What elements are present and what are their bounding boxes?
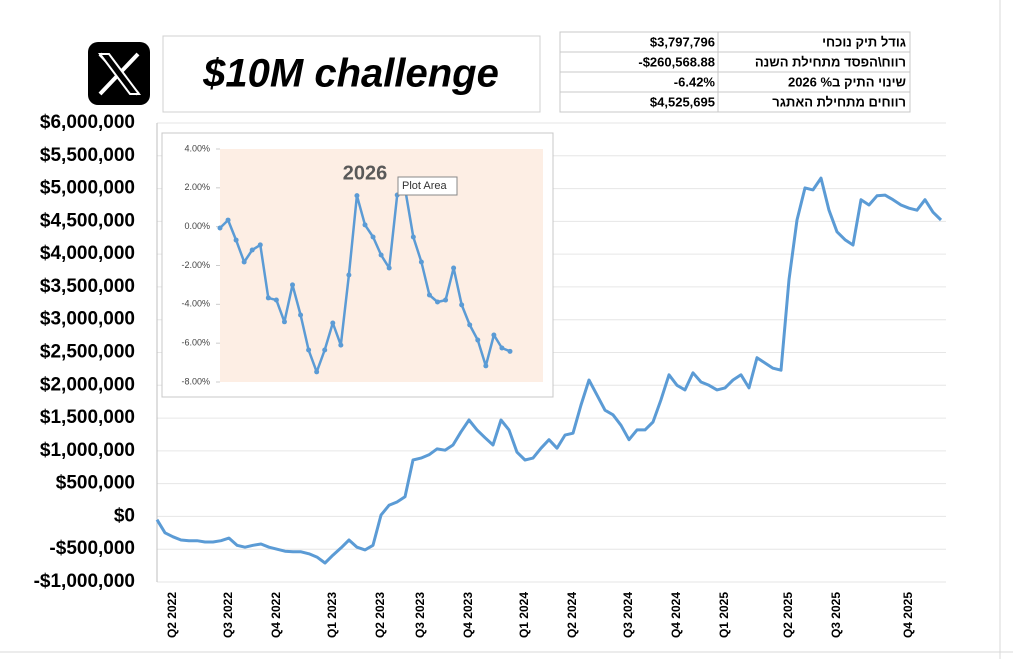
table-label: רווחים מתחילת האתגר <box>772 94 906 109</box>
inset-chart: -8.00% -6.00% -4.00% -2.00% 0.00% 2.00% 4.00% 2… <box>161 132 554 398</box>
data-point <box>378 252 384 258</box>
inset-y-tick-label: -6.00% <box>181 338 210 348</box>
inset-y-tick-label: -4.00% <box>181 299 210 309</box>
data-point <box>491 332 497 338</box>
data-point <box>257 242 263 248</box>
data-point <box>435 299 440 305</box>
y-tick-label: -$500,000 <box>49 538 135 559</box>
tooltip: Plot Area <box>402 180 448 192</box>
x-tick-label: Q2 2022 <box>165 592 179 638</box>
data-point <box>281 319 287 325</box>
x-tick-label: Q3 2025 <box>829 592 843 638</box>
y-tick-label: $1,500,000 <box>40 407 135 428</box>
inset-y-tick-label: 4.00% <box>184 143 210 153</box>
data-point <box>273 297 279 303</box>
data-point <box>467 322 473 328</box>
x-tick-label: Q4 2022 <box>269 592 283 638</box>
inset-title: 2026 <box>343 162 388 184</box>
y-tick-label: $1,000,000 <box>40 440 135 461</box>
y-tick-label: $2,500,000 <box>40 342 135 363</box>
table-label: רווח\הפסד מתחילת השנה <box>755 54 906 69</box>
data-point <box>459 302 465 308</box>
data-point <box>322 347 328 353</box>
data-point <box>338 342 344 348</box>
data-point <box>298 312 304 318</box>
x-tick-label: Q4 2023 <box>461 592 475 638</box>
tooltip-box <box>397 176 458 196</box>
inset-y-tick-label: -8.00% <box>181 376 210 386</box>
y-tick-label: $0 <box>114 505 135 526</box>
x-tick-label: Q3 2023 <box>413 592 427 638</box>
table-label: גודל תיק נוכחי <box>822 34 906 49</box>
data-point <box>418 259 424 265</box>
table-label: שינוי התיק ב% 2026 <box>788 74 906 89</box>
x-logo <box>88 42 150 105</box>
data-point <box>499 345 505 351</box>
x-tick-label: Q1 2023 <box>325 592 339 638</box>
data-point <box>370 234 376 240</box>
data-point <box>475 337 481 343</box>
data-point <box>443 297 449 303</box>
summary-table: $3,797,796 גודל תיק נוכחי -$260,568.88 רווח… <box>559 31 911 113</box>
data-point <box>410 234 416 240</box>
x-tick-label: Q3 2024 <box>621 592 635 638</box>
plot-area <box>220 149 543 382</box>
data-point <box>249 247 255 253</box>
data-point <box>426 292 432 298</box>
data-point <box>483 363 489 369</box>
main-chart: -$1,000,000 -$500,000 $0 $500,000 $1,000,000… <box>34 112 946 638</box>
y-tick-label: $4,500,000 <box>40 210 135 231</box>
data-point <box>225 217 231 223</box>
x-tick-label: Q4 2025 <box>901 592 915 638</box>
data-point <box>265 295 271 301</box>
data-point <box>346 272 352 278</box>
data-point <box>451 265 457 271</box>
table-value: -6.42% <box>674 74 716 89</box>
x-tick-label: Q1 2025 <box>717 592 731 638</box>
y-tick-label: $500,000 <box>56 473 135 494</box>
x-tick-label: Q2 2024 <box>565 592 579 638</box>
table-value: $3,797,796 <box>650 34 715 49</box>
inset-y-tick-label: -2.00% <box>181 260 210 270</box>
page-title: $10M challenge <box>202 52 499 96</box>
data-point <box>233 237 239 243</box>
data-point <box>507 348 513 354</box>
x-tick-label: Q1 2024 <box>517 592 531 638</box>
data-line <box>155 176 943 565</box>
data-point <box>241 259 247 265</box>
y-tick-label: $3,500,000 <box>40 276 135 297</box>
title-box <box>162 35 541 113</box>
data-point <box>314 369 320 375</box>
data-point <box>354 193 360 199</box>
x-tick-label: Q2 2023 <box>373 592 387 638</box>
data-point <box>290 282 295 288</box>
table-value: $4,525,695 <box>650 94 715 109</box>
y-tick-label: $5,000,000 <box>40 178 135 199</box>
data-point <box>306 347 312 353</box>
x-tick-label: Q2 2025 <box>781 592 795 638</box>
inset-y-tick-label: 2.00% <box>184 182 210 192</box>
y-tick-label: $4,000,000 <box>40 243 135 264</box>
y-tick-label: $3,000,000 <box>40 309 135 330</box>
table-cell <box>717 91 911 113</box>
y-tick-label: $6,000,000 <box>40 112 135 133</box>
y-tick-label: -$1,000,000 <box>34 571 135 592</box>
data-point <box>330 320 336 326</box>
y-tick-label: $2,000,000 <box>40 374 135 395</box>
data-point <box>386 265 392 271</box>
table-value: -$260,568.88 <box>638 54 715 69</box>
x-tick-label: Q3 2022 <box>221 592 235 638</box>
data-point <box>362 222 368 228</box>
data-point <box>217 225 223 231</box>
x-tick-label: Q4 2024 <box>669 592 683 638</box>
y-tick-label: $5,500,000 <box>40 145 135 166</box>
inset-y-tick-label: 0.00% <box>184 221 210 231</box>
